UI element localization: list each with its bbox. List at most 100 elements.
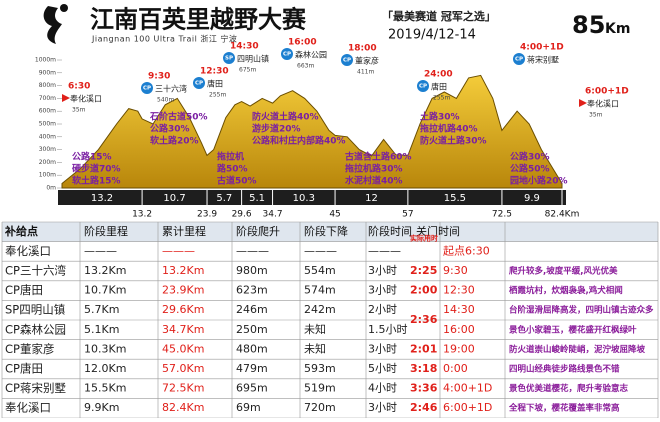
stage-ascent: 980m [236, 264, 268, 277]
y-tick-label: 200m [39, 159, 56, 166]
checkpoint-badge: CP [143, 86, 151, 92]
actual-time: 3:36 [410, 382, 438, 395]
stage-descent: 720m [304, 401, 336, 414]
note: 防火道崇山峻岭陡峭，泥泞坡屈降坡 [509, 344, 646, 355]
stage-descent: 574m [304, 284, 336, 297]
checkpoint-elevation: 675m [239, 67, 256, 74]
total-distance: 13.2Km [162, 264, 204, 277]
elevation-area [61, 74, 563, 189]
surface-note: 土路30% [420, 111, 460, 123]
y-tick-label: 900m [39, 69, 56, 76]
checkpoint-elevation: 540m [157, 97, 174, 104]
checkpoint-badge: CP [515, 57, 523, 63]
total-distance: 45.0Km [162, 342, 204, 355]
checkpoint-elevation: 663m [297, 63, 314, 70]
checkpoint-name: 蒋宋别墅 [527, 55, 559, 65]
checkpoint-time: 24:00 [424, 70, 453, 80]
checkpoint-name: 三十六湾 [155, 84, 187, 94]
x-tick-label: 34.7 [263, 210, 283, 220]
note: 景色小家碧玉，樱花盛开红枫绿叶 [509, 324, 637, 335]
column-header: 累计里程 [162, 225, 206, 238]
y-tick-label: 600m [39, 108, 56, 115]
stage-distance: 5.7Km [84, 303, 119, 316]
surface-note: 拖拉机路30% [345, 163, 403, 175]
distance: 85 [572, 11, 605, 39]
checkpoint-name: 唐田 [207, 79, 223, 89]
stage-distance: 10.7Km [84, 284, 126, 297]
checkpoint: CP唐田 [5, 362, 43, 376]
y-tick-label: 100m [39, 172, 56, 179]
segment-length: 5.7 [216, 193, 232, 204]
flag-icon [62, 94, 70, 102]
checkpoint-elevation: 35m [72, 107, 86, 114]
actual-time: 2:46 [410, 401, 438, 414]
x-tick-label: 29.6 [232, 210, 252, 220]
stage-time: 3小时 [368, 401, 397, 414]
y-tick-label: 0m [46, 185, 56, 192]
checkpoint-name: 森林公园 [295, 50, 327, 60]
actual-time: 2:01 [410, 342, 437, 355]
checkpoint: SP四明山镇 [5, 303, 66, 317]
checkpoint-badge-icon [223, 52, 235, 64]
column-header: 阶段时间 [368, 224, 412, 238]
checkpoint-elevation: 35m [589, 112, 603, 119]
checkpoint: CP蒋宋别墅 [5, 381, 66, 395]
checkpoint: CP森林公园 [5, 322, 66, 336]
stage-distance: 12.0Km [84, 362, 126, 375]
stage-distance: 10.3Km [84, 342, 126, 355]
stage-ascent: 250m [236, 323, 268, 336]
note: 爬升较多,坡度平缓,风光优美 [508, 266, 618, 277]
total-distance: 82.4Km [162, 401, 204, 414]
note: 四明山经典徒步路线景色不错 [509, 364, 620, 375]
note: 全程下坡，樱花覆盖率非常高 [508, 403, 620, 414]
segment-length: 10.3 [293, 193, 315, 204]
stage-distance: ——— [84, 244, 117, 257]
surface-note: 公路和村庄内部路40% [252, 135, 346, 147]
checkpoint-badge: CP [343, 58, 351, 64]
total-distance: 34.7Km [162, 323, 204, 336]
surface-note: 软土路20% [150, 135, 199, 147]
cutoff-time: 19:00 [443, 342, 475, 355]
checkpoint-badge-icon [141, 82, 153, 94]
stage-descent: ——— [304, 244, 337, 257]
stage-distance: 9.9Km [84, 401, 119, 414]
y-tick-label: 1000m [35, 57, 56, 64]
column-header: 阶段下降 [304, 224, 348, 238]
surface-note: 水泥村道40% [345, 175, 403, 187]
stage-descent: 554m [304, 264, 336, 277]
column-header: 阶段爬升 [236, 224, 280, 238]
checkpoint-time: 4:00+1D [520, 43, 564, 53]
checkpoint: CP三十六湾 [5, 264, 66, 278]
cutoff-time: 0:00 [443, 362, 468, 375]
actual-time: 2:36 [410, 313, 438, 326]
surface-note: 拖拉机 [217, 151, 244, 163]
checkpoint-badge: CP [283, 52, 291, 58]
y-tick-label: 800m [39, 82, 56, 89]
segment-length: 13.2 [91, 193, 113, 204]
stage-time: 1.5小时 [368, 323, 408, 336]
flag-icon [579, 99, 587, 107]
stage-time: 5小时 [368, 362, 397, 375]
cutoff-time: 14:30 [443, 303, 475, 316]
stage-ascent: 695m [236, 382, 268, 395]
stage-ascent: ——— [236, 244, 269, 257]
logo [43, 4, 68, 44]
cutoff-time: 9:30 [443, 264, 468, 277]
stage-time: 2小时 [368, 303, 397, 316]
checkpoint-name: 四明山镇 [237, 54, 269, 64]
surface-note: 公路30% [510, 151, 550, 163]
date: 2019/4/12-14 [388, 28, 476, 43]
table-header-bg [2, 222, 658, 242]
actual-time: 3:18 [410, 362, 437, 375]
cutoff-time: 6:00+1D [443, 401, 492, 414]
elevation-chart: 0m 100m 200m 300m 400m 500m 600m 700m 800m 900m 10… [35, 38, 629, 220]
surface-note: 硬步道70% [72, 163, 121, 175]
x-tick-label: 57 [402, 210, 413, 220]
column-header: 补给点 [4, 224, 38, 238]
surface-note: 古道50% [217, 175, 257, 187]
stage-ascent: 480m [236, 342, 268, 355]
segment-length: 10.7 [163, 193, 185, 204]
surface-note: 防火道土路30% [420, 135, 487, 147]
